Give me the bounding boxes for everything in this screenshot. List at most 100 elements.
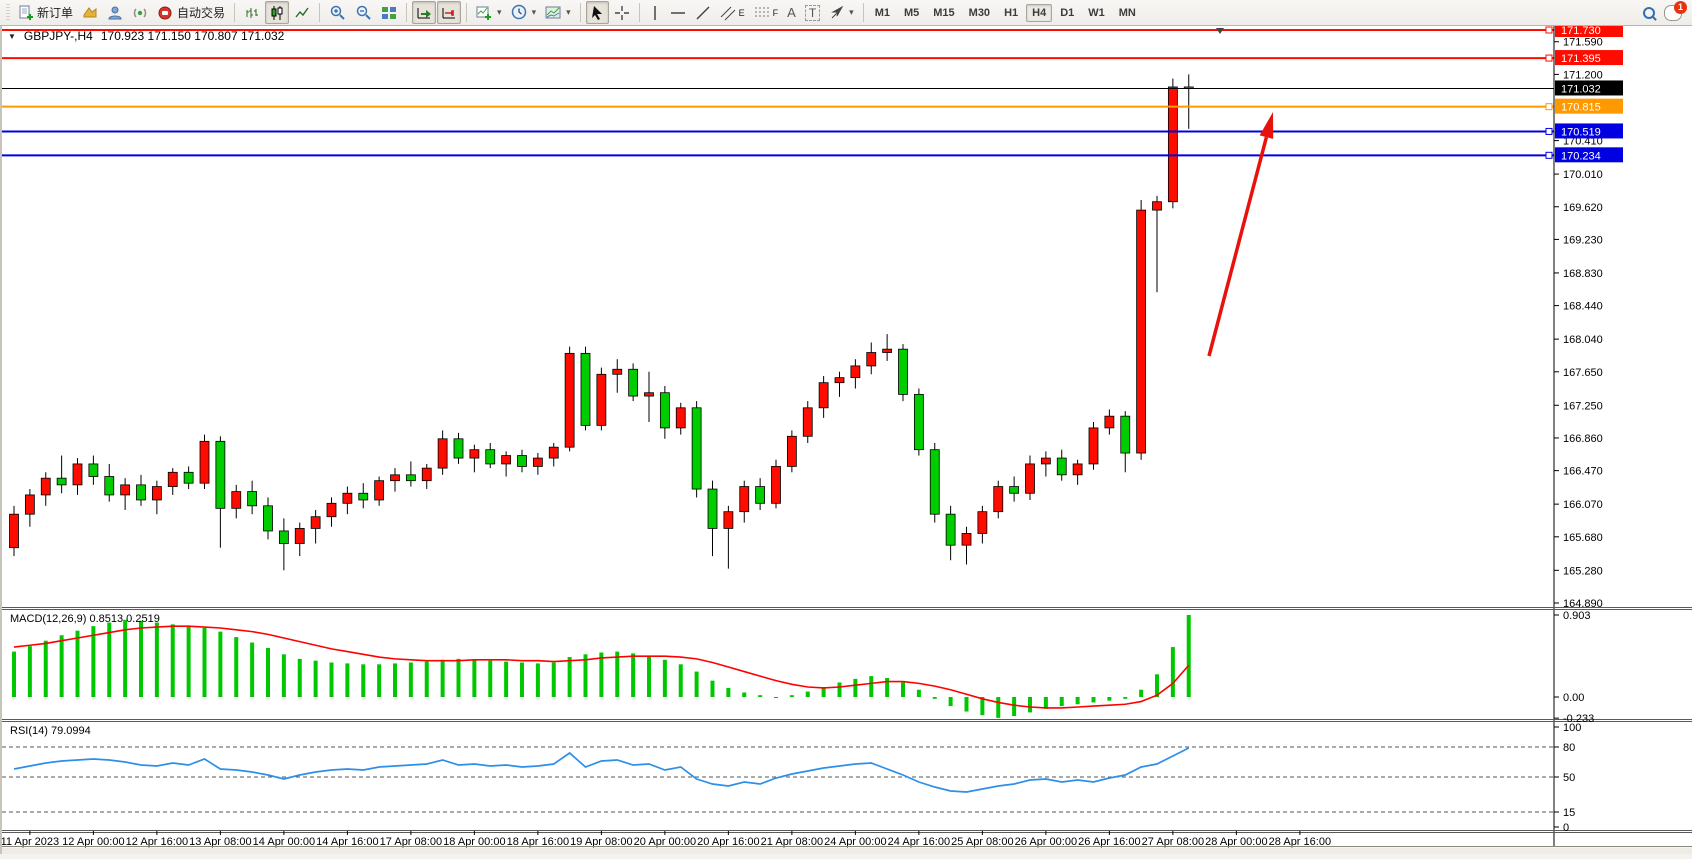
hline-handle[interactable] (1545, 127, 1553, 135)
timeframe-button-d1[interactable]: D1 (1060, 6, 1075, 19)
dropdown-arrow-icon[interactable]: ▾ (849, 7, 854, 17)
indicators-button[interactable]: ▾ (472, 1, 506, 24)
arrow-shaft (1207, 136, 1269, 357)
timeframe-button-mn[interactable]: MN (1118, 6, 1136, 19)
text-label-tool-button[interactable]: T (801, 1, 824, 24)
timeframe-button-m5[interactable]: M5 (903, 6, 920, 19)
timeframe-button-w1[interactable]: W1 (1088, 6, 1105, 19)
bearish-candle (945, 513, 956, 546)
channel-tool-button[interactable]: E (716, 1, 749, 24)
time-tick-label: 17 Apr 08:00 (380, 836, 442, 848)
toolbar-separator (579, 3, 581, 22)
zoom-out-button[interactable] (351, 1, 376, 24)
bar-chart-button[interactable] (240, 1, 264, 24)
tile-windows-button[interactable] (377, 1, 401, 24)
hline-handle[interactable] (1545, 151, 1553, 159)
macd-bar (885, 677, 890, 697)
macd-bar (27, 646, 32, 697)
macd-bar (329, 662, 334, 697)
line-chart-button[interactable] (290, 1, 314, 24)
search-icon[interactable] (1642, 6, 1657, 21)
profile-button[interactable] (103, 1, 127, 24)
macd-bar (1075, 697, 1080, 705)
vertical-line-tool-button[interactable] (645, 1, 665, 24)
time-tick-label: 24 Apr 16:00 (888, 836, 950, 848)
toolbar-right-icons: 1 (1642, 0, 1688, 21)
timeframe-button-h1[interactable]: H1 (1004, 6, 1019, 19)
macd-bar (123, 619, 128, 697)
macd-bar (996, 697, 1001, 718)
dropdown-arrow-icon[interactable]: ▾ (497, 7, 502, 17)
bullish-candle (9, 513, 19, 549)
time-tick-label: 12 Apr 00:00 (62, 836, 124, 848)
alerts-button[interactable] (128, 1, 152, 24)
macd-bar (805, 691, 810, 697)
channel-tool-label: E (738, 7, 745, 18)
macd-bar (218, 631, 223, 697)
periods-button[interactable]: ▾ (507, 1, 541, 24)
macd-bar (266, 647, 270, 697)
dropdown-arrow-icon[interactable]: ▾ (566, 7, 571, 17)
horizontal-line-objects[interactable] (2, 26, 1554, 159)
macd-bar (472, 659, 477, 697)
candlestick-chart-button[interactable] (265, 1, 290, 24)
indicators-icon (476, 6, 492, 20)
time-tick-label: 11 Apr 2023 (2, 836, 59, 848)
macd-bar (456, 658, 461, 697)
crosshair-tool-button[interactable] (610, 1, 634, 24)
price-badge-value: 171.395 (1561, 53, 1601, 65)
trend-arrow-annotation[interactable] (1207, 112, 1274, 357)
bullish-candle (421, 467, 432, 482)
macd-bar (202, 627, 207, 697)
macd-bar (1028, 697, 1032, 713)
bullish-candle (1167, 86, 1178, 203)
horizontal-line-tool-button[interactable] (666, 1, 690, 24)
macd-bar (234, 637, 239, 697)
text-tool-button[interactable]: A (783, 1, 800, 24)
bearish-candle (691, 407, 702, 490)
macd-bar (694, 671, 699, 697)
hline-handle[interactable] (1545, 54, 1553, 62)
timeframe-button-m1[interactable]: M1 (874, 6, 890, 19)
bearish-candle (628, 368, 639, 397)
rsi-tick-label: 0 (1563, 822, 1569, 834)
toolbar-separator (638, 3, 640, 22)
hline-handle[interactable] (1545, 26, 1553, 34)
price-badge-bg (1555, 147, 1623, 163)
rsi-tick-label: 100 (1563, 722, 1581, 734)
hline-handle[interactable] (1545, 103, 1553, 111)
new-order-button[interactable]: 新订单 (13, 1, 77, 24)
cursor-tool-button[interactable] (585, 1, 609, 24)
time-axis[interactable]: 11 Apr 2023 12 Apr 00:00 12 Apr 16:00 13 Ap… (1, 831, 1331, 848)
chart-canvas[interactable]: 171.590 171.200 170.410 170.010 169.620 169.2… (1, 22, 1692, 856)
timeframe-button-h4[interactable]: H4 (1026, 3, 1053, 22)
chart-window[interactable]: ▼ GBPJPY-,H4 170.923 171.150 170.807 171… (0, 22, 1692, 856)
timeframe-button-m15[interactable]: M15 (933, 6, 955, 19)
notifications-icon[interactable]: 1 (1664, 0, 1687, 21)
bullish-candle (977, 511, 988, 534)
text-label-tool-icon: T (804, 4, 821, 21)
autotrading-button[interactable]: 自动交易 (153, 1, 229, 24)
quotes-button[interactable] (78, 1, 102, 24)
zoom-in-button[interactable] (325, 1, 350, 24)
macd-tick-label: 0.903 (1563, 610, 1591, 622)
timeframe-button-m30[interactable]: M30 (968, 6, 991, 19)
dropdown-arrow-icon[interactable]: ▾ (531, 7, 537, 17)
chart-shift-button[interactable] (437, 1, 462, 24)
templates-button[interactable]: ▾ (541, 1, 575, 24)
fibonacci-tool-button[interactable]: F (750, 1, 783, 24)
arrows-tool-button[interactable]: ▾ (825, 1, 858, 24)
macd-bar (1043, 697, 1048, 709)
auto-scroll-button[interactable] (412, 1, 437, 24)
one-click-trading-toggle-icon[interactable]: ▼ (8, 31, 16, 41)
trendline-tool-button[interactable] (691, 1, 715, 24)
bearish-candle (358, 492, 369, 501)
rsi-tick-label: 15 (1563, 807, 1575, 819)
bearish-candle (1009, 486, 1020, 494)
bullish-candle (374, 480, 385, 501)
bullish-candle (564, 352, 575, 448)
price-badge-bg (1555, 50, 1623, 66)
signal-icon (133, 8, 147, 17)
macd-bar (1139, 689, 1144, 697)
macd-bar (440, 659, 445, 697)
